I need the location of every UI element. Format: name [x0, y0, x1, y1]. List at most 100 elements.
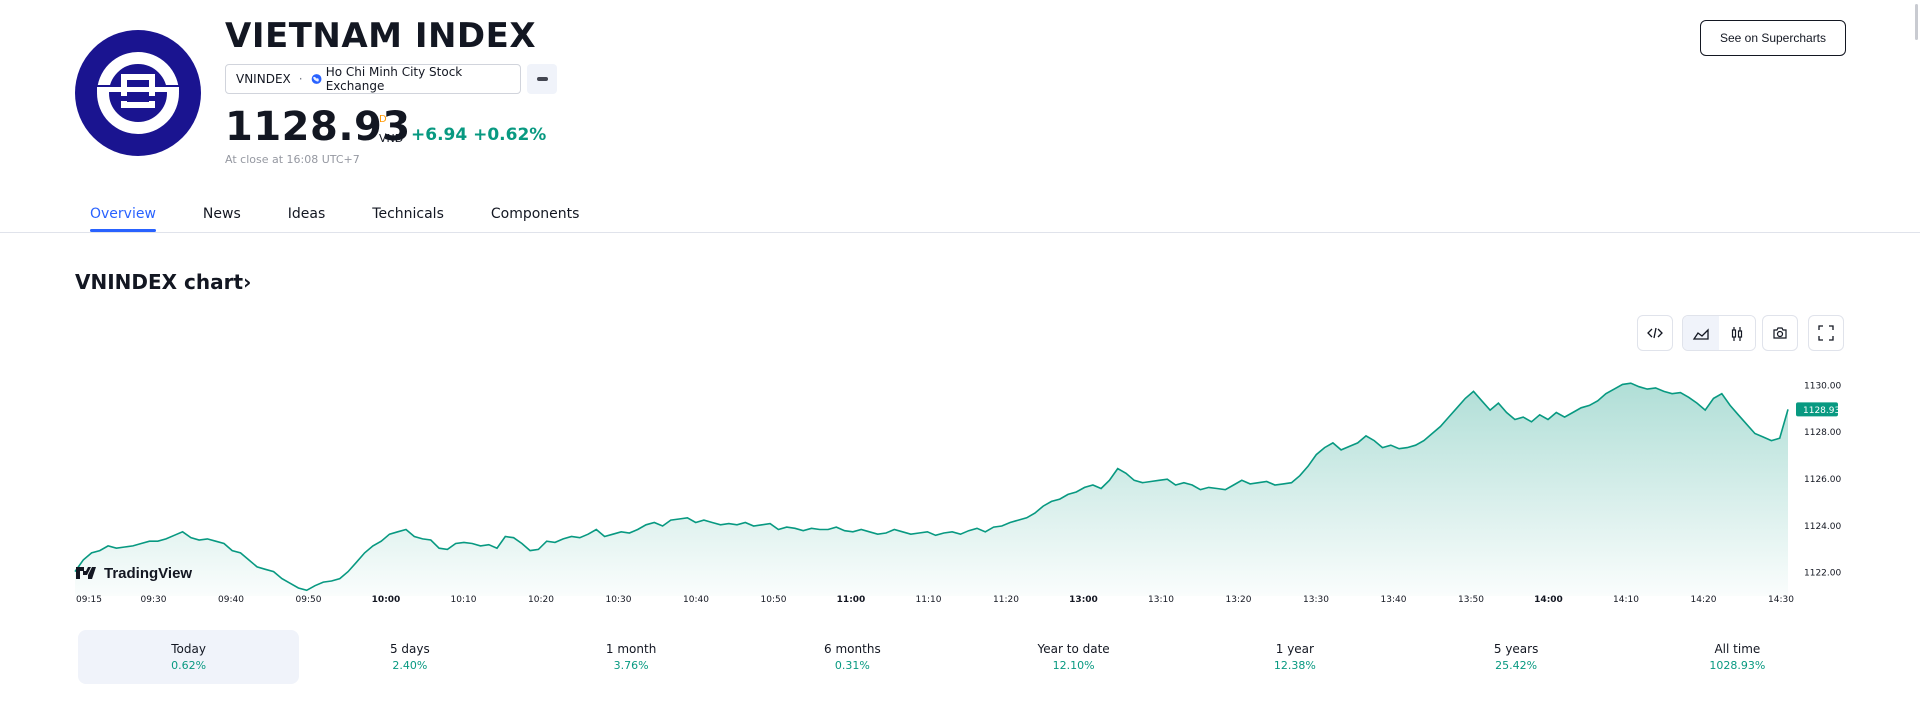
current-price: 1128.93: [225, 104, 411, 150]
x-tick-label: 10:00: [372, 595, 401, 605]
last-price-badge: [1796, 402, 1838, 417]
snapshot-button[interactable]: [1762, 315, 1798, 351]
period-today[interactable]: Today 0.62%: [78, 630, 300, 684]
area-style-button[interactable]: [1683, 316, 1719, 350]
close-time: At close at 16:08 UTC+7: [225, 153, 360, 166]
tabs-divider: [0, 232, 1920, 233]
y-tick-label: 1130.00: [1804, 381, 1841, 391]
period-year-to-date[interactable]: Year to date 12.10%: [963, 630, 1184, 684]
period-all-time[interactable]: All time 1028.93%: [1627, 630, 1848, 684]
exchange-name: Ho Chi Minh City Stock Exchange: [325, 65, 463, 93]
period-value: 2.40%: [392, 659, 428, 672]
tab-overview[interactable]: Overview: [90, 206, 156, 232]
exchange-badge[interactable]: VNINDEX · Ho Chi Minh City Stock Exchang…: [225, 64, 521, 94]
logo-mark-icon: [95, 52, 181, 134]
period-value: 25.42%: [1495, 659, 1538, 672]
period-5-days[interactable]: 5 days 2.40%: [299, 630, 520, 684]
x-tick-label: 13:30: [1303, 595, 1329, 605]
x-tick-label: 13:10: [1148, 595, 1174, 605]
period-label: 6 months: [824, 642, 881, 656]
x-tick-label: 09:15: [76, 595, 102, 605]
tab-technicals[interactable]: Technicals: [372, 206, 444, 222]
tab-ideas[interactable]: Ideas: [287, 206, 326, 222]
period-label: 5 years: [1493, 642, 1539, 656]
period-value: 12.38%: [1273, 659, 1316, 672]
x-tick-label: 14:00: [1534, 595, 1563, 605]
period-value: 3.76%: [613, 659, 649, 672]
see-on-supercharts-button[interactable]: See on Supercharts: [1700, 20, 1846, 56]
x-tick-label: 11:10: [916, 595, 942, 605]
embed-button[interactable]: [1637, 315, 1673, 351]
tab-news[interactable]: News: [202, 206, 241, 222]
period-label: All time: [1714, 642, 1761, 656]
y-tick-label: 1128.00: [1804, 428, 1841, 438]
fullscreen-icon: [1818, 325, 1834, 341]
period-1-month[interactable]: 1 month 3.76%: [521, 630, 742, 684]
x-tick-label: 10:30: [606, 595, 632, 605]
x-tick-label: 10:40: [683, 595, 709, 605]
price-chart[interactable]: 1130.00 1128.00 1126.00 1124.00 1122.00 1128.…: [0, 360, 1900, 610]
more-button[interactable]: [527, 64, 557, 94]
tradingview-watermark[interactable]: TradingView: [76, 565, 192, 582]
period-label: 5 days: [389, 642, 430, 656]
tradingview-logo-icon: [76, 567, 96, 579]
chart-heading-text: VNINDEX chart: [75, 270, 244, 294]
x-tick-label: 09:40: [218, 595, 244, 605]
period-6-months[interactable]: 6 months 0.31%: [742, 630, 963, 684]
y-tick-label: 1126.00: [1804, 475, 1841, 485]
chevron-right-icon: ›: [243, 270, 252, 294]
tab-bar: Overview News Ideas Technicals Component…: [90, 206, 626, 232]
x-tick-label: 11:20: [993, 595, 1019, 605]
x-tick-label: 10:50: [761, 595, 787, 605]
separator-dot: ·: [298, 72, 303, 86]
chart-style-toolbar: [1682, 315, 1756, 351]
x-tick-label: 14:20: [1691, 595, 1717, 605]
period-label: Today: [171, 642, 206, 656]
x-tick-label: 13:50: [1458, 595, 1484, 605]
fullscreen-toolbar: [1808, 315, 1844, 351]
more-icon: [536, 77, 548, 81]
period-value: 0.62%: [171, 659, 207, 672]
x-tick-label: 14:30: [1768, 595, 1794, 605]
price-flag: D: [379, 114, 387, 125]
y-tick-label: 1124.00: [1804, 522, 1841, 532]
x-tick-label: 13:20: [1226, 595, 1252, 605]
candles-icon: [1731, 327, 1743, 341]
x-tick-label: 09:50: [296, 595, 322, 605]
vnindex-logo: [75, 30, 201, 156]
period-label: 1 year: [1275, 642, 1314, 656]
period-label: 1 month: [605, 642, 657, 656]
candles-style-button[interactable]: [1719, 316, 1755, 350]
last-price-label: 1128.93: [1803, 406, 1840, 416]
period-value: 0.31%: [834, 659, 870, 672]
globe-icon: [311, 74, 322, 84]
x-tick-label: 13:40: [1381, 595, 1407, 605]
scrollbar-thumb[interactable]: [1915, 4, 1918, 40]
period-value: 12.10%: [1052, 659, 1095, 672]
period-5-years[interactable]: 5 years 25.42%: [1406, 630, 1627, 684]
x-tick-label: 09:30: [141, 595, 167, 605]
price-change: +6.94 +0.62%: [411, 125, 547, 145]
area-chart-icon: [1692, 328, 1709, 340]
period-1-year[interactable]: 1 year 12.38%: [1184, 630, 1405, 684]
period-performance-bar: Today 0.62% 5 days 2.40% 1 month 3.76% 6 mo…: [78, 630, 1848, 684]
period-label: Year to date: [1037, 642, 1110, 656]
price-area-fill: [75, 383, 1788, 596]
x-tick-label: 10:20: [528, 595, 554, 605]
page-title: VIETNAM INDEX: [225, 16, 537, 56]
tradingview-watermark-text: TradingView: [104, 565, 192, 582]
tab-components[interactable]: Components: [490, 206, 580, 222]
price-line: [74, 382, 1789, 592]
x-tick-label: 11:00: [837, 595, 866, 605]
y-tick-label: 1122.00: [1804, 569, 1841, 579]
page-scrollbar[interactable]: [1910, 0, 1920, 725]
price-currency: VND: [379, 132, 404, 145]
symbol-label: VNINDEX: [236, 72, 291, 86]
period-value: 1028.93%: [1709, 659, 1766, 672]
camera-icon: [1773, 327, 1787, 339]
chart-heading-link[interactable]: VNINDEX chart›: [75, 270, 251, 294]
fullscreen-button[interactable]: [1808, 315, 1844, 351]
embed-toolbar: [1637, 315, 1673, 351]
x-tick-label: 10:10: [451, 595, 477, 605]
code-icon: [1647, 327, 1663, 339]
